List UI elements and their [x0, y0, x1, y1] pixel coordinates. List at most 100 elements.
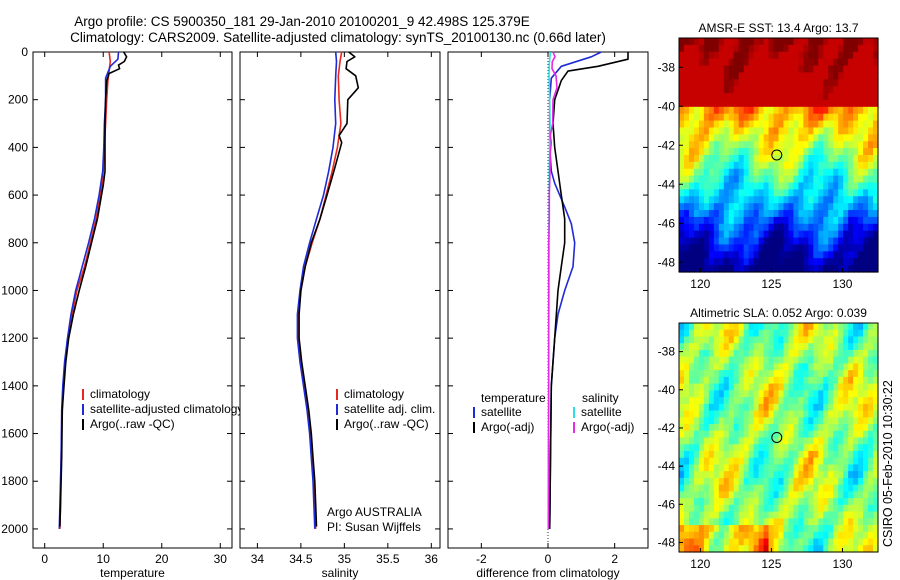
- map-cell: [698, 161, 705, 170]
- map-cell: [768, 244, 775, 252]
- map-cell: [679, 477, 685, 486]
- map-cell: [718, 363, 725, 371]
- map-cell: [808, 390, 814, 398]
- map-cell: [688, 538, 695, 546]
- map-cell: [738, 155, 745, 163]
- map-cell: [688, 44, 695, 53]
- map-cell: [743, 477, 750, 486]
- map-cell: [688, 376, 695, 385]
- map-cell: [793, 175, 799, 184]
- map-cell: [758, 58, 765, 67]
- map-cell: [788, 141, 795, 149]
- map-cell: [683, 93, 690, 101]
- map-cell: [743, 106, 750, 115]
- map-cell: [728, 79, 735, 87]
- map-cell: [818, 370, 824, 378]
- map-cell: [688, 196, 695, 204]
- map-cell: [833, 383, 839, 391]
- map-cell: [828, 79, 834, 87]
- map-cell: [788, 72, 795, 80]
- map-cell: [753, 230, 760, 239]
- map-cell: [858, 437, 864, 445]
- map-cell: [783, 545, 790, 553]
- map-cell: [773, 244, 780, 252]
- map-cell: [708, 363, 715, 371]
- map-cell: [833, 390, 839, 398]
- map-cell: [783, 376, 790, 385]
- map-cell: [793, 189, 799, 197]
- map-cell: [748, 471, 755, 479]
- y-tick-label: 1000: [1, 283, 28, 297]
- map-cell: [698, 148, 705, 156]
- map-cell: [838, 491, 844, 499]
- map-cell: [773, 417, 780, 425]
- map-cell: [688, 484, 695, 492]
- map-cell: [733, 237, 740, 246]
- map-cell: [783, 93, 790, 101]
- map-cell: [853, 450, 859, 459]
- map-cell: [778, 531, 785, 540]
- map-cell: [693, 106, 700, 115]
- map-cell: [858, 72, 864, 80]
- map-cell: [763, 531, 770, 540]
- map-cell: [773, 525, 780, 533]
- map-cell: [828, 141, 834, 149]
- map-cell: [713, 168, 720, 177]
- map-cell: [808, 471, 814, 479]
- map-cell: [758, 457, 765, 466]
- map-cell: [823, 265, 829, 273]
- map-cell: [773, 148, 780, 156]
- map-cell: [688, 79, 695, 87]
- map-cell: [698, 410, 705, 418]
- map-cell: [693, 457, 700, 466]
- map-cell: [868, 356, 874, 365]
- map-cell: [688, 134, 695, 142]
- map-cell: [843, 58, 849, 67]
- map-cell: [698, 450, 705, 459]
- map-cell: [679, 370, 685, 378]
- map-cell: [738, 356, 745, 365]
- map-cell: [718, 113, 725, 122]
- map-cell: [763, 498, 770, 506]
- map-cell: [823, 230, 829, 239]
- map-cell: [758, 504, 765, 513]
- map-cell: [698, 223, 705, 232]
- map-cell: [788, 168, 795, 177]
- map-cell: [728, 491, 735, 499]
- map-cell: [838, 518, 844, 526]
- map-cell: [718, 161, 725, 170]
- map-cell: [818, 168, 824, 177]
- map-cell: [768, 464, 775, 472]
- map-cell: [738, 457, 745, 466]
- map-cell: [708, 265, 715, 273]
- map-cell: [823, 410, 829, 418]
- map-cell: [838, 175, 844, 184]
- map-cell: [863, 349, 869, 358]
- map-cell: [788, 511, 795, 519]
- map-cell: [773, 410, 780, 418]
- map-cell: [823, 323, 829, 331]
- map-cell: [713, 417, 720, 425]
- map-cell: [833, 155, 839, 163]
- map-cell: [828, 356, 834, 365]
- y-tick-label: -46: [658, 497, 676, 511]
- map-cell: [743, 444, 750, 452]
- map-cell: [803, 323, 809, 331]
- map-cell: [763, 363, 770, 371]
- map-cell: [718, 79, 725, 87]
- map-cell: [693, 168, 700, 177]
- map-cell: [778, 223, 785, 232]
- map-cell: [818, 44, 824, 53]
- map-cell: [778, 545, 785, 553]
- map-cell: [703, 58, 710, 67]
- map-cell: [713, 230, 720, 239]
- map-cell: [783, 216, 790, 225]
- map-cell: [683, 471, 690, 479]
- map-cell: [793, 518, 799, 526]
- map-cell: [863, 376, 869, 385]
- map-cell: [698, 141, 705, 149]
- map-cell: [728, 44, 735, 53]
- map-cell: [793, 444, 799, 452]
- map-cell: [808, 106, 814, 115]
- map-cell: [843, 444, 849, 452]
